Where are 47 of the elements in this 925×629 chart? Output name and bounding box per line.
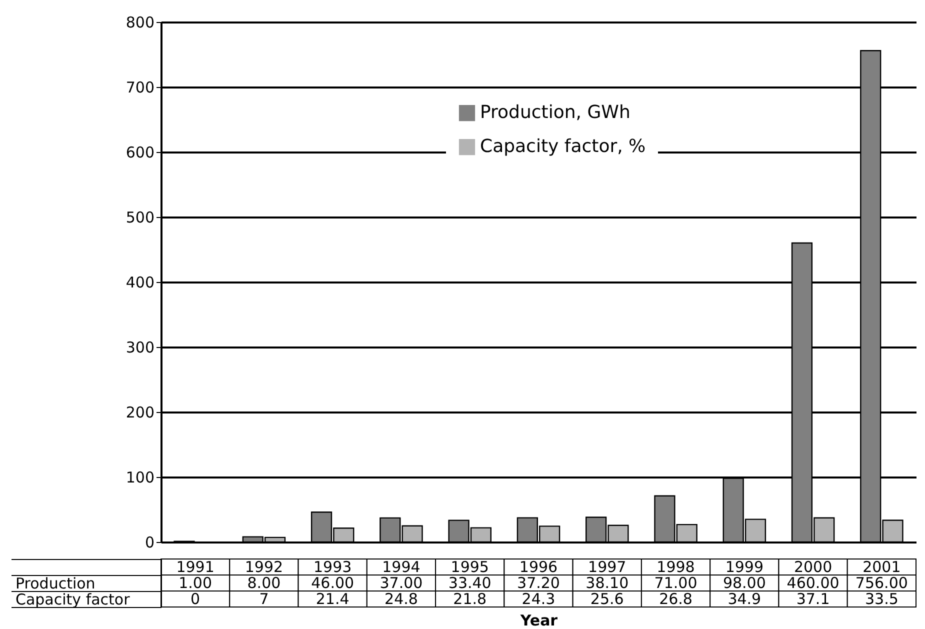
data-label: 756.00 — [855, 574, 908, 592]
data-label: 24.3 — [522, 590, 556, 608]
y-tick-label: 600 — [126, 144, 154, 162]
y-tick-label: 0 — [144, 534, 154, 552]
y-tick-label: 700 — [126, 78, 154, 96]
data-label: 8.00 — [247, 574, 281, 592]
data-label: 21.4 — [316, 590, 350, 608]
legend-label: Production, GWh — [480, 102, 630, 123]
x-tick-label: 1997 — [588, 558, 626, 576]
data-label: 25.6 — [590, 590, 624, 608]
y-tick-label: 200 — [126, 404, 154, 422]
x-axis-title: Year — [519, 612, 558, 629]
data-label: 38.10 — [586, 574, 629, 592]
y-tick-label: 400 — [126, 274, 154, 292]
data-label: 37.00 — [380, 574, 423, 592]
x-tick-label: 1992 — [244, 558, 284, 576]
y-tick-label: 800 — [126, 14, 154, 32]
data-label: 37.20 — [517, 574, 560, 592]
data-label: 1.00 — [178, 574, 212, 592]
y-tick-label: 300 — [126, 338, 154, 356]
data-label: 34.9 — [728, 590, 762, 608]
x-tick-label: 1995 — [450, 558, 489, 576]
data-label: 98.00 — [722, 574, 766, 592]
data-label: 46.00 — [311, 574, 354, 592]
x-tick-label: 1999 — [725, 558, 764, 576]
x-tick-label: 1996 — [519, 558, 558, 576]
y-tick-label: 500 — [126, 208, 154, 226]
y-tick-label: 100 — [126, 468, 154, 486]
data-label: 460.00 — [786, 574, 840, 592]
data-label: 7 — [259, 590, 269, 608]
data-label: 33.40 — [448, 574, 492, 592]
legend-label: Capacity factor, % — [480, 136, 646, 157]
data-label: 33.5 — [864, 590, 898, 608]
data-label: 37.1 — [796, 590, 830, 608]
x-tick-label: 1998 — [656, 558, 695, 576]
x-tick-label: 1991 — [176, 558, 214, 576]
data-label: 0 — [190, 590, 200, 608]
data-label: 24.8 — [384, 590, 418, 608]
x-tick-label: 1993 — [313, 558, 352, 576]
x-tick-label: 1994 — [382, 558, 420, 576]
data-label: 26.8 — [659, 590, 692, 608]
text: Capacity factor — [16, 590, 131, 608]
data-label: 71.00 — [654, 574, 698, 592]
x-tick-label: 2000 — [794, 558, 832, 576]
x-tick-label: 2001 — [862, 558, 901, 576]
data-label: 21.8 — [453, 590, 487, 608]
text: Production — [16, 574, 96, 592]
